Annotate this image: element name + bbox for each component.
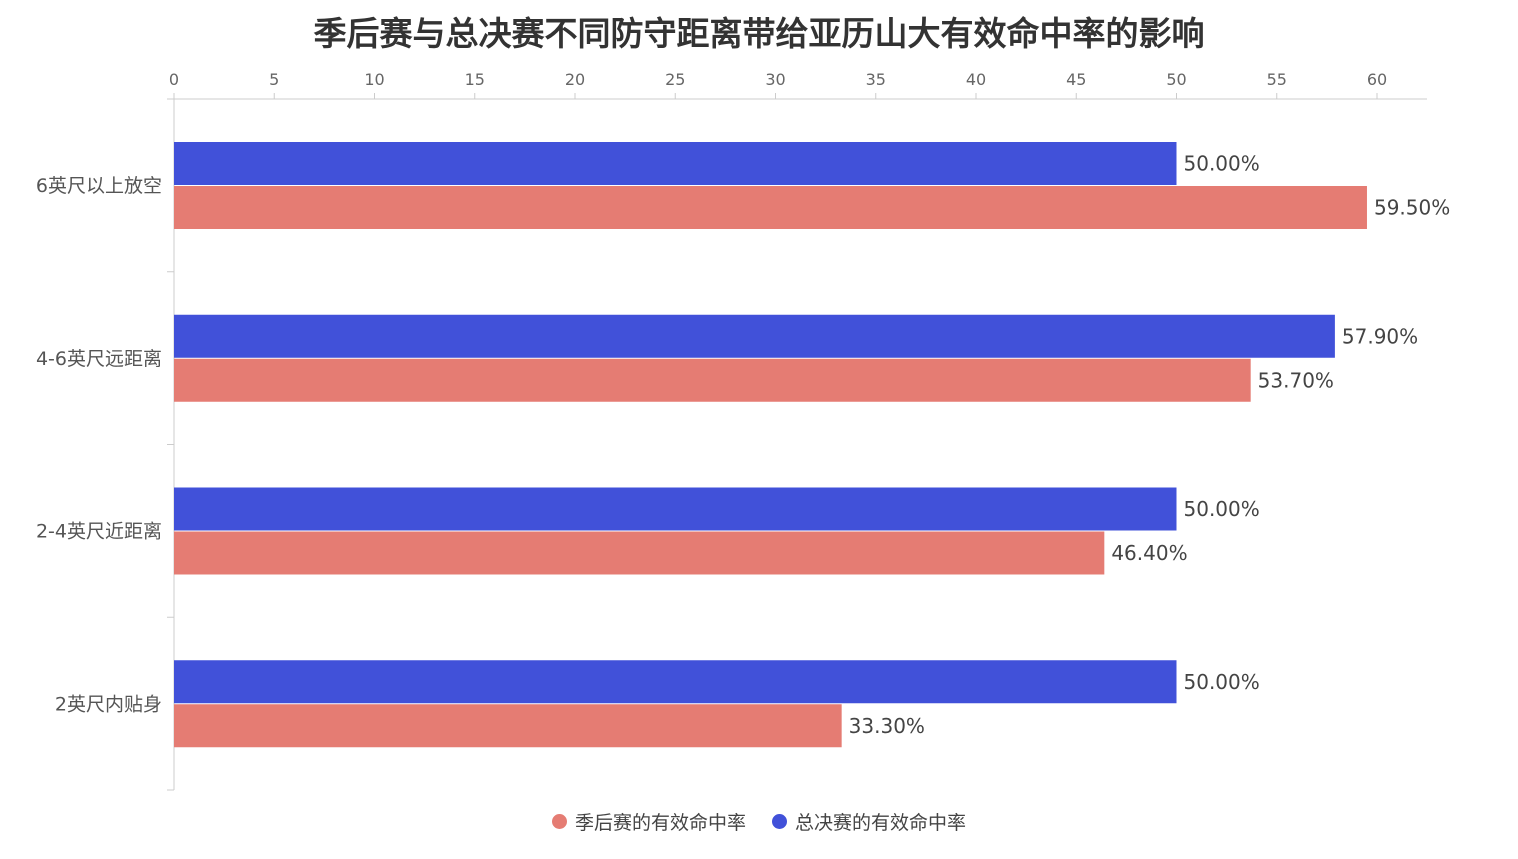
data-label: 46.40% (1111, 541, 1187, 565)
data-label: 57.90% (1342, 324, 1418, 348)
legend-label-playoffs: 季后赛的有效命中率 (574, 812, 746, 834)
bar-playoffs (174, 186, 1367, 229)
bar-playoffs (174, 358, 1251, 402)
x-tick-label: 40 (966, 70, 986, 89)
x-tick-label: 5 (269, 70, 279, 89)
data-label: 59.50% (1374, 196, 1450, 220)
x-tick-label: 0 (169, 70, 179, 89)
y-category-label: 2英尺内贴身 (55, 693, 162, 715)
data-label: 50.00% (1184, 497, 1260, 521)
chart-title: 季后赛与总决赛不同防守距离带给亚历山大有效命中率的影响 (313, 14, 1205, 53)
bar-finals (174, 487, 1177, 531)
y-category-label: 2-4英尺近距离 (36, 521, 162, 543)
data-label: 53.70% (1258, 368, 1334, 392)
bar-finals (174, 314, 1335, 358)
x-tick-label: 15 (465, 70, 485, 89)
y-category-label: 4-6英尺远距离 (36, 348, 162, 370)
bar-playoffs (174, 704, 842, 748)
legend-swatch-finals (772, 814, 787, 829)
x-tick-label: 50 (1166, 70, 1186, 89)
legend-swatch-playoffs (551, 814, 567, 829)
x-tick-label: 20 (565, 70, 585, 89)
x-tick-label: 30 (765, 70, 785, 89)
x-tick-label: 55 (1267, 70, 1287, 89)
legend-item-finals[interactable]: 总决赛的有效命中率 (772, 808, 966, 835)
bar-playoffs (174, 531, 1105, 575)
y-category-label: 6英尺以上放空 (36, 175, 162, 197)
x-tick-label: 45 (1066, 70, 1086, 89)
x-tick-label: 60 (1367, 70, 1387, 89)
chart-legend: 季后赛的有效命中率 总决赛的有效命中率 (0, 808, 1518, 835)
x-tick-label: 25 (665, 70, 685, 89)
legend-label-finals: 总决赛的有效命中率 (795, 812, 967, 834)
x-tick-label: 35 (866, 70, 886, 89)
legend-item-playoffs[interactable]: 季后赛的有效命中率 (551, 808, 746, 835)
data-label: 33.30% (849, 714, 925, 738)
bar-finals (174, 660, 1177, 704)
data-label: 50.00% (1184, 670, 1260, 694)
x-tick-label: 10 (364, 70, 384, 89)
data-label: 50.00% (1184, 152, 1260, 176)
bar-finals (174, 142, 1177, 185)
